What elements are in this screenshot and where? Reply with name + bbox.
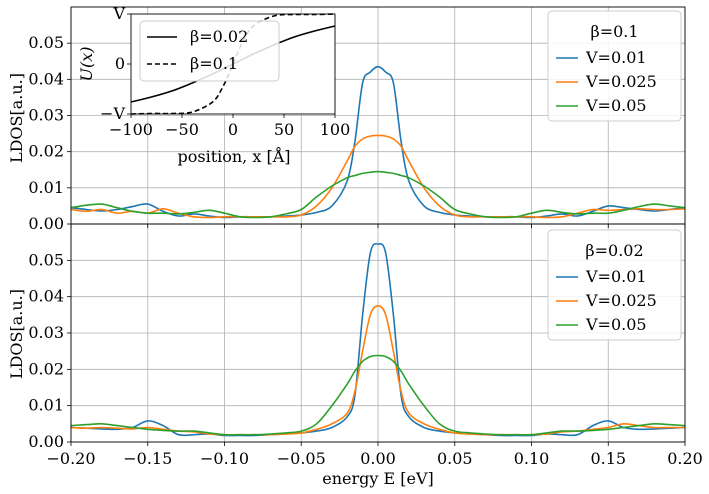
inset-legend-entry: β=0.1 [190, 54, 238, 73]
inset-legend-entry: β=0.02 [190, 27, 248, 46]
top-ylabel: LDOS[a.u.] [7, 73, 26, 163]
y-tick-label: 0.01 [28, 396, 64, 415]
x-tick-label: −0.05 [277, 449, 326, 468]
legend-title: β=0.1 [590, 22, 638, 41]
inset-y-tick-label: 0 [115, 54, 125, 73]
inset-line-01 [130, 13, 336, 115]
legend-box [547, 229, 682, 341]
legend-entry: V=0.025 [585, 291, 657, 310]
legend-entry: V=0.05 [585, 96, 647, 115]
y-tick-label: 0.02 [28, 359, 64, 378]
y-tick-label: 0.05 [28, 250, 64, 269]
x-tick-label: 0.20 [667, 449, 703, 468]
legend-entry: V=0.01 [585, 267, 647, 286]
series-line-bottom-V001 [70, 242, 686, 437]
inset-ylabel: U(x) [77, 47, 96, 82]
y-tick-label: 0.00 [28, 214, 64, 233]
y-tick-label: 0.04 [28, 69, 64, 88]
y-tick-label: 0.05 [28, 33, 64, 52]
bottom-ylabel: LDOS[a.u.] [7, 289, 26, 379]
legend-layer: β=0.1 V=0.01 V=0.025 V=0.05 β=0.02 V=0.01 V=0.… [547, 10, 682, 341]
inset-x-tick-label: 0 [228, 120, 238, 139]
y-tick-label: 0.01 [28, 178, 64, 197]
inset-y-tick-label: −V [100, 104, 125, 123]
series-layer [70, 65, 686, 437]
x-tick-label: −0.20 [46, 449, 95, 468]
y-tick-label: 0.02 [28, 142, 64, 161]
inset-x-tick-label: −100 [109, 120, 153, 139]
x-tick-label: 0.10 [514, 449, 550, 468]
y-tick-label: 0.03 [28, 323, 64, 342]
inset-x-tick-label: −50 [165, 120, 199, 139]
inset-y-tick-label: V [112, 4, 125, 23]
y-tick-label: 0.04 [28, 287, 64, 306]
x-tick-label: −0.10 [200, 449, 249, 468]
inset-legend-box [139, 20, 280, 82]
legend-entry: V=0.025 [585, 72, 657, 91]
series-line-bottom-V005 [70, 354, 686, 436]
x-tick-label: 0.05 [437, 449, 473, 468]
x-tick-label: 0.15 [590, 449, 626, 468]
x-axis-label: energy E [eV] [322, 469, 434, 488]
inset-x-tick-label: 100 [320, 120, 351, 139]
inset-xlabel: position, x [Å] [177, 146, 290, 166]
legend-title: β=0.02 [585, 241, 643, 260]
inset-x-tick-label: 50 [274, 120, 294, 139]
series-line-top-V005 [70, 170, 686, 219]
x-tick-label: −0.15 [123, 449, 172, 468]
y-tick-label: 0.03 [28, 106, 64, 125]
legend-box [547, 10, 682, 122]
x-tick-label: 0.00 [360, 449, 396, 468]
series-line-top-V001 [70, 65, 686, 219]
y-tick-label: 0.00 [28, 432, 64, 451]
tick-layer: 0.00 0.01 0.02 0.03 0.04 0.05 0.00 0.01 0.02 0.03… [28, 33, 702, 468]
legend-entry: V=0.05 [585, 315, 647, 334]
legend-entry: V=0.01 [585, 48, 647, 67]
